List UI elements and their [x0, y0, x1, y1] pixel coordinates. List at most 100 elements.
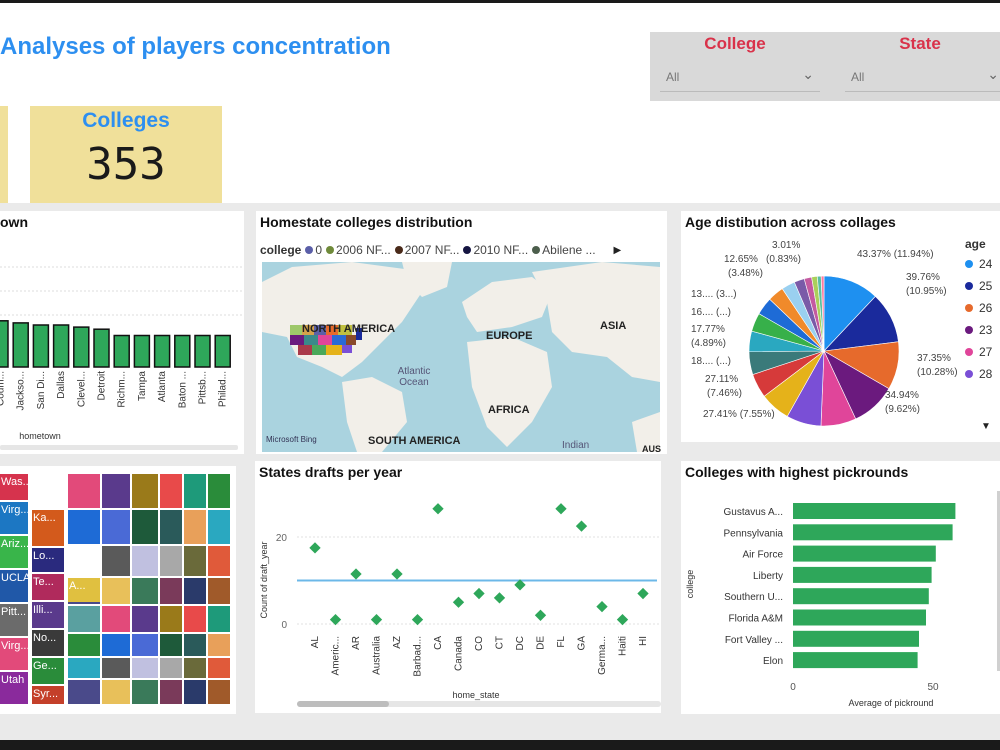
legend-dot — [965, 348, 973, 356]
treemap-tile[interactable]: Ariz... — [0, 536, 28, 568]
treemap-tile[interactable]: A... — [68, 578, 100, 602]
horizontal-scrollbar — [0, 445, 238, 450]
bar — [194, 334, 211, 368]
treemap-tile[interactable] — [132, 510, 158, 544]
treemap-tile[interactable] — [160, 546, 182, 576]
treemap-tile[interactable] — [184, 546, 206, 576]
treemap-tile[interactable] — [184, 680, 206, 704]
legend-item[interactable]: 27 — [965, 345, 992, 359]
treemap-tile[interactable] — [102, 474, 130, 508]
treemap-tile[interactable] — [102, 606, 130, 632]
legend-item: 2007 NF... — [394, 243, 459, 257]
x-tick-label: Americ... — [331, 636, 342, 675]
treemap-tile[interactable]: Te... — [32, 574, 64, 600]
treemap-tile[interactable] — [102, 578, 130, 604]
treemap-tile[interactable] — [102, 658, 130, 678]
treemap-tile[interactable] — [160, 634, 182, 656]
treemap-tile[interactable] — [184, 634, 206, 656]
treemap-tile[interactable] — [68, 680, 100, 704]
treemap-tile[interactable] — [208, 474, 230, 508]
y-tick-label: Florida A&M — [729, 614, 783, 625]
treemap-tile[interactable] — [160, 578, 182, 604]
legend-item[interactable]: 25 — [965, 279, 992, 293]
treemap-tile[interactable] — [160, 680, 182, 704]
horizontal-scrollbar-track[interactable] — [297, 701, 661, 707]
treemap-tile[interactable] — [132, 578, 158, 604]
treemap-tile[interactable] — [184, 578, 206, 604]
legend-item[interactable]: 26 — [965, 301, 992, 315]
treemap-tile[interactable]: Pitt... — [0, 604, 28, 636]
treemap-tile[interactable] — [102, 634, 130, 656]
chevron-down-icon[interactable]: ⌄ — [802, 66, 814, 82]
treemap-tile[interactable] — [160, 658, 182, 678]
treemap-tile[interactable] — [208, 606, 230, 632]
treemap-panel[interactable]: Was...Virg...Ariz...UCLAPitt...Virg...Ut… — [0, 466, 236, 714]
treemap-tile[interactable] — [102, 546, 130, 576]
treemap-tile[interactable] — [68, 474, 100, 508]
treemap-tile[interactable] — [102, 510, 130, 544]
treemap-tile[interactable] — [132, 606, 158, 632]
treemap-tile[interactable]: Syr... — [32, 686, 64, 704]
treemap-tile[interactable] — [132, 634, 158, 656]
treemap-tile[interactable]: Virg... — [0, 502, 28, 534]
treemap-tile[interactable]: Illi... — [32, 602, 64, 628]
treemap-tile[interactable] — [184, 658, 206, 678]
treemap-tile[interactable] — [160, 474, 182, 508]
treemap-tile[interactable]: Utah — [0, 672, 28, 704]
college-dropdown[interactable]: All ⌄ — [660, 64, 820, 92]
treemap-tile[interactable] — [184, 474, 206, 508]
x-tick-label: Detroit — [97, 371, 108, 401]
legend-scroll-down-icon[interactable]: ▼ — [981, 421, 991, 432]
treemap-tile[interactable]: UCLA — [0, 570, 28, 602]
state-dropdown[interactable]: All ⌄ — [845, 64, 1000, 92]
treemap-tile[interactable] — [160, 510, 182, 544]
treemap-tile[interactable] — [68, 606, 100, 632]
map-panel[interactable]: Homestate colleges distribution college … — [256, 211, 667, 454]
treemap-tile[interactable] — [208, 546, 230, 576]
kpi-card-partial — [0, 106, 8, 203]
hometown-chart-panel[interactable]: own Coum... Jackso... San Di... Dallas Cleve… — [0, 211, 244, 454]
treemap-tile[interactable] — [68, 658, 100, 678]
treemap-tile[interactable] — [132, 546, 158, 576]
treemap-tile[interactable] — [102, 680, 130, 704]
legend-item[interactable]: 24 — [965, 257, 992, 271]
legend-item[interactable]: 28 — [965, 367, 992, 381]
treemap-tile[interactable] — [184, 606, 206, 632]
states-drafts-panel[interactable]: States drafts per year Count of draft_ye… — [255, 461, 661, 713]
x-tick-label: HI — [638, 636, 649, 646]
treemap-tile[interactable] — [132, 474, 158, 508]
treemap-tile[interactable]: No... — [32, 630, 64, 656]
legend-item-label: 2010 NF... — [473, 243, 529, 257]
pie-title: Age distibution across collages — [685, 214, 896, 230]
treemap-tile[interactable] — [184, 510, 206, 544]
treemap-tile[interactable] — [132, 680, 158, 704]
chevron-down-icon[interactable]: ⌄ — [987, 66, 999, 82]
treemap-tile[interactable] — [132, 658, 158, 678]
x-tick-label: AZ — [392, 636, 403, 649]
treemap-tile[interactable]: Lo... — [32, 548, 64, 572]
y-axis-title: Count of draft_year — [259, 541, 269, 618]
legend-item[interactable]: 23 — [965, 323, 992, 337]
treemap-tile[interactable]: Ge... — [32, 658, 64, 684]
treemap-tile[interactable]: Ka... — [32, 510, 64, 546]
state-slicer-title: State — [899, 34, 941, 53]
treemap-tile[interactable] — [208, 680, 230, 704]
world-map[interactable]: NORTH AMERICA EUROPE ASIA Atlantic Ocean… — [262, 262, 661, 454]
age-pie-panel[interactable]: Age distibution across collages 3.01% (0… — [681, 211, 1000, 442]
treemap-tile[interactable] — [208, 510, 230, 544]
treemap-tile[interactable] — [208, 578, 230, 604]
college-slicer[interactable]: College All ⌄ — [650, 32, 820, 101]
treemap-tile[interactable] — [208, 658, 230, 678]
treemap-tile[interactable] — [160, 606, 182, 632]
pie-label: 39.76% — [906, 272, 940, 283]
treemap-tile[interactable] — [208, 634, 230, 656]
treemap-tile[interactable] — [68, 634, 100, 656]
state-slicer[interactable]: State All ⌄ — [835, 32, 1000, 101]
pickrounds-panel[interactable]: Colleges with highest pickrounds college… — [681, 461, 1000, 714]
treemap-tile[interactable]: Was... — [0, 474, 28, 500]
map-label-south-america: SOUTH AMERICA — [368, 435, 461, 447]
legend-next-icon[interactable]: ▶ — [613, 244, 622, 256]
treemap-tile[interactable]: Virg... — [0, 638, 28, 670]
treemap-tile[interactable] — [68, 510, 100, 544]
horizontal-scrollbar-thumb[interactable] — [297, 701, 389, 707]
